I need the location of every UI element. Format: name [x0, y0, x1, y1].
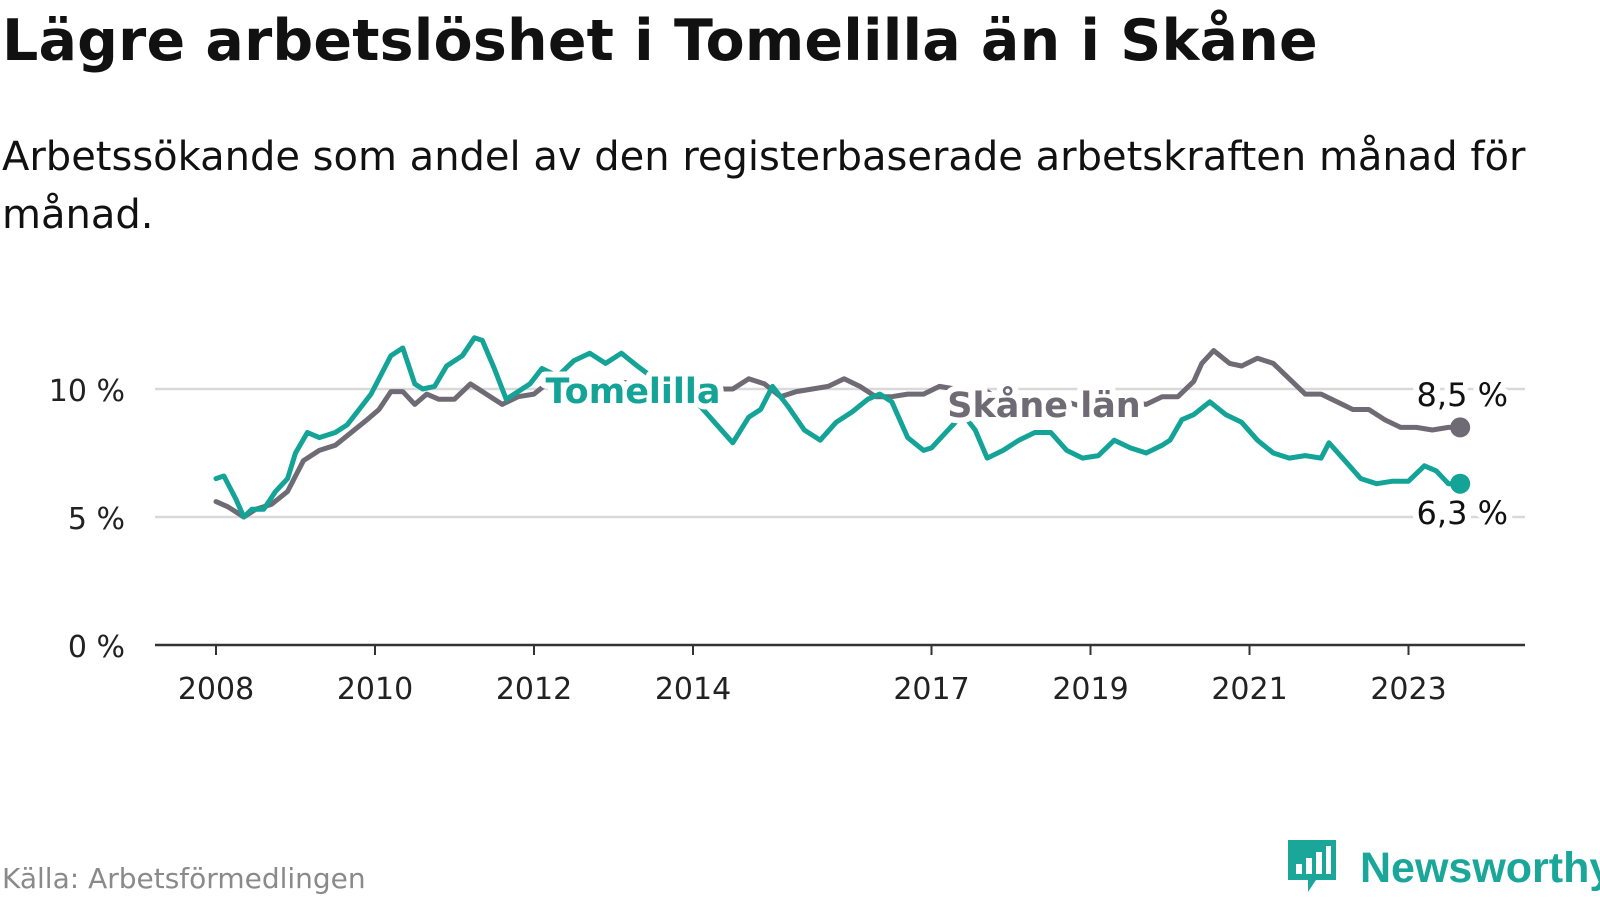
svg-text:6,3 %: 6,3 % [1417, 494, 1508, 532]
series-line-tomelilla [213, 335, 1463, 520]
x-axis-ticks: 2008 2010 2012 2014 2017 2019 2021 2023 [178, 645, 1447, 707]
svg-text:Skåne län: Skåne län [947, 385, 1140, 426]
end-point-skneln [1450, 417, 1471, 438]
source-note: Källa: Arbetsförmedlingen [2, 862, 366, 895]
x-tick-label: 2023 [1370, 672, 1446, 707]
end-label-tomelilla: 6,3 %6,3 % [1411, 488, 1514, 538]
newsworthy-logo: Newsworthy [1288, 840, 1600, 900]
y-axis-ticks: 0 % 5 % 10 % [49, 374, 125, 665]
svg-text:Tomelilla: Tomelilla [545, 372, 720, 412]
y-tick-label: 10 % [49, 374, 125, 409]
svg-text:8,5 %: 8,5 % [1417, 376, 1508, 414]
x-tick-label: 2010 [337, 672, 413, 707]
x-tick-label: 2008 [178, 672, 254, 707]
x-tick-label: 2017 [893, 672, 969, 707]
chart-title: Lägre arbetslöshet i Tomelilla än i Skån… [2, 8, 1318, 74]
y-tick-label: 5 % [68, 502, 125, 537]
svg-text:Skåne län: Skåne län [947, 385, 1140, 426]
x-tick-label: 2021 [1211, 672, 1287, 707]
end-point-tomelilla [1450, 473, 1471, 494]
svg-text:8,5 %: 8,5 % [1417, 376, 1508, 414]
newsworthy-logo-text: Newsworthy [1360, 844, 1600, 892]
x-tick-label: 2014 [655, 672, 731, 707]
y-tick-label: 0 % [68, 630, 125, 665]
end-label-skane: 8,5 %8,5 % [1411, 370, 1514, 420]
series-line-skneln [213, 348, 1463, 520]
series-lines [213, 335, 1471, 520]
x-tick-label: 2012 [496, 672, 572, 707]
svg-text:Tomelilla: Tomelilla [545, 372, 720, 412]
svg-text:6,3 %: 6,3 % [1417, 494, 1508, 532]
newsworthy-logo-icon [1288, 840, 1336, 892]
x-tick-label: 2019 [1052, 672, 1128, 707]
chart-subtitle: Arbetssökande som andel av den registerb… [2, 134, 1526, 238]
